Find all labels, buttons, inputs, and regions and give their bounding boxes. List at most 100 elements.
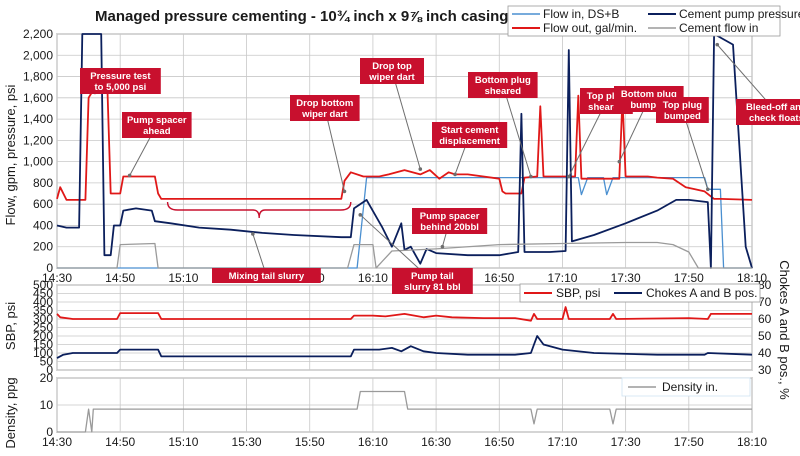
legend-cement-pump: Cement pump pressure (679, 7, 800, 21)
top-legend: Flow in, DS+B Cement pump pressure Flow … (507, 5, 800, 37)
panel-0-xtick: 18:10 (737, 271, 767, 285)
panel-0-xtick: 15:10 (168, 271, 198, 285)
annotation-text: to 5,000 psi (95, 82, 147, 93)
panel-2-xtick: 17:10 (547, 435, 577, 449)
legend-chokes: Chokes A and B pos. (646, 286, 757, 300)
mid-legend: SBP, psi Chokes A and B pos. (519, 283, 761, 303)
panel-0-ytick: 800 (33, 176, 53, 190)
panel-2-xtick: 18:10 (737, 435, 767, 449)
bottom-y-axis-label: Density, ppg (3, 377, 18, 448)
annotation-text: check floats (749, 113, 800, 124)
annotation-anchor (705, 187, 710, 192)
legend-flow-in: Flow in, DS+B (543, 7, 619, 21)
annotation-anchor (127, 173, 132, 178)
panel-1-ytick: 250 (33, 321, 53, 335)
legend-cement-flow: Cement flow in (679, 21, 758, 35)
annotation-text: bumped (664, 111, 701, 122)
annotation-anchor (440, 244, 445, 249)
annotation-leader (324, 107, 345, 192)
series-line-0-1 (56, 90, 753, 201)
annotation-text: slurry 81 bbl (404, 282, 461, 293)
series-line-2-0 (57, 390, 752, 433)
annotation-text: Top plug (663, 100, 703, 111)
series-line-0-2 (56, 33, 753, 269)
panel-0-ytick: 0 (46, 261, 53, 275)
annotation-text: wiper dart (368, 72, 415, 83)
panel-1-y2tick: 60 (758, 312, 772, 326)
panel-0-ytick: 200 (33, 240, 53, 254)
panel-0-xtick: 17:10 (547, 271, 577, 285)
annotation-anchor (342, 189, 347, 194)
annotation-text: Start cement (441, 125, 499, 136)
panel-2-xtick: 16:50 (484, 435, 514, 449)
annotation-text: Bottom plug (475, 75, 531, 86)
panel-2-xtick: 17:30 (611, 435, 641, 449)
series-layer (56, 33, 753, 433)
series-line-1-1 (56, 335, 753, 359)
top-y-axis-label: Flow, gpm, pressure, psi (3, 84, 18, 225)
annotation-box (360, 58, 424, 84)
legend-sbp: SBP, psi (556, 286, 600, 300)
panel-2-xtick: 14:50 (105, 435, 135, 449)
panel-0-xtick: 16:10 (358, 271, 388, 285)
panel-2-xtick: 14:30 (42, 435, 72, 449)
annotation-text: behind 20bbl (420, 222, 479, 233)
annotation-leader (681, 109, 709, 190)
annotation-box (432, 122, 508, 148)
mid-y2-axis-label: Chokes A and B pos., % (777, 260, 792, 400)
panel-0-ytick: 2,200 (23, 27, 53, 41)
panel-1-y2tick: 80 (758, 278, 772, 292)
annotation-box (656, 97, 709, 123)
panel-1-ytick: 400 (33, 295, 53, 309)
panel-0-ytick: 2,000 (23, 48, 53, 62)
legend-density: Density in. (662, 380, 718, 394)
panel-1-ytick: 450 (33, 287, 53, 301)
panel-0-xtick: 16:50 (484, 271, 514, 285)
series-line-0-3 (57, 241, 752, 269)
panel-2-xtick: 17:50 (674, 435, 704, 449)
annotation-box (468, 72, 538, 98)
annotation-box (392, 268, 473, 294)
annotation-anchor (358, 213, 363, 217)
panel-1-ytick: 100 (33, 346, 53, 360)
annotation-text: bumped (630, 100, 667, 111)
panel-1-y2tick: 30 (758, 363, 772, 377)
panel-2-xtick: 16:30 (421, 435, 451, 449)
bottom-legend: Density in. (621, 377, 751, 397)
panel-1-y2tick: 70 (758, 295, 772, 309)
annotation-text: Drop top (372, 61, 412, 72)
annotation-text: Top plug (587, 91, 627, 102)
annotation-anchor (566, 174, 571, 179)
panel-1-ytick: 0 (46, 363, 53, 377)
panel-1-ytick: 500 (33, 278, 53, 292)
panel-0-ytick: 1,600 (23, 91, 53, 105)
panel-1-ytick: 200 (33, 329, 53, 343)
panel-0-ytick: 1,000 (23, 155, 53, 169)
panel-1-ytick: 150 (33, 338, 53, 352)
panel-1-ytick: 350 (33, 304, 53, 318)
tick-labels: 02004006008001,0001,2001,4001,6001,8002,… (23, 27, 772, 449)
panel-0-ytick: 1,800 (23, 70, 53, 84)
panel-1-ytick: 300 (33, 312, 53, 326)
annotation-text: sheared (588, 102, 625, 113)
panel-2-xtick: 15:10 (168, 435, 198, 449)
annotation-text: Mixing tail slurry (229, 271, 305, 282)
panel-0-xtick: 17:30 (611, 271, 641, 285)
annotation-leader (391, 70, 421, 170)
mid-y-axis-label: SBP, psi (3, 302, 18, 350)
annotation-text: Pressure test (90, 71, 151, 82)
panel-2-ytick: 20 (40, 371, 54, 385)
panel-2-xtick: 15:50 (295, 435, 325, 449)
brace-mixing-tail-slurry (166, 201, 352, 219)
annotation-text: sheared (485, 86, 522, 97)
panel-2-xtick: 16:10 (358, 435, 388, 449)
annotation-text: Bottom plug (621, 89, 677, 100)
annotation-anchor (617, 159, 622, 164)
annotation-anchor (453, 172, 457, 177)
panel-1-y2tick: 50 (758, 329, 772, 343)
panel-0-ytick: 1,200 (23, 133, 53, 147)
panel-0-ytick: 600 (33, 197, 53, 211)
panel-0-xtick: 14:30 (42, 271, 72, 285)
annotation-text: Pump spacer (127, 115, 187, 126)
